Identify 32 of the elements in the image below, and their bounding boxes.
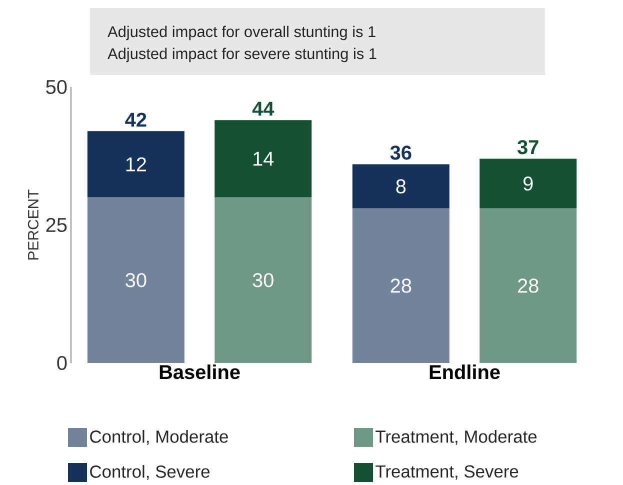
legend-label: Treatment, Moderate (376, 430, 537, 445)
total-label: 36 (390, 146, 412, 160)
data-label: 8 (396, 179, 406, 194)
text: Adjusted impact for severe stunting is 1 (108, 48, 376, 62)
total-label: 42 (125, 112, 146, 127)
data-label: 9 (524, 176, 533, 191)
text: Adjusted impact for overall stunting is 1 (108, 26, 376, 40)
data-label: 12 (126, 157, 146, 172)
bar (352, 164, 450, 208)
bar (480, 158, 577, 208)
legend-label: Control, Moderate (90, 430, 228, 445)
y-tick-label: 25 (46, 218, 67, 232)
bar (214, 120, 312, 198)
x-tick-label: Endline (430, 364, 500, 380)
bar (480, 208, 577, 363)
data-label: 30 (126, 273, 146, 288)
y-tick-label: 50 (46, 80, 67, 94)
y-axis-title: PERCENT (28, 190, 38, 260)
data-label: 28 (390, 278, 412, 293)
data-label: 14 (254, 152, 274, 166)
total-label: 44 (252, 102, 274, 116)
y-tick-label: 0 (57, 356, 67, 370)
bar (214, 197, 312, 363)
data-label: 28 (518, 278, 538, 293)
data-label: 30 (252, 273, 274, 288)
legend-label: Treatment, Severe (376, 465, 518, 480)
total-label: 37 (517, 140, 538, 154)
bar (87, 131, 184, 198)
bar (87, 197, 184, 363)
legend-label: Control, Severe (90, 465, 210, 480)
bar (352, 208, 450, 363)
x-tick-label: Baseline (160, 364, 240, 380)
